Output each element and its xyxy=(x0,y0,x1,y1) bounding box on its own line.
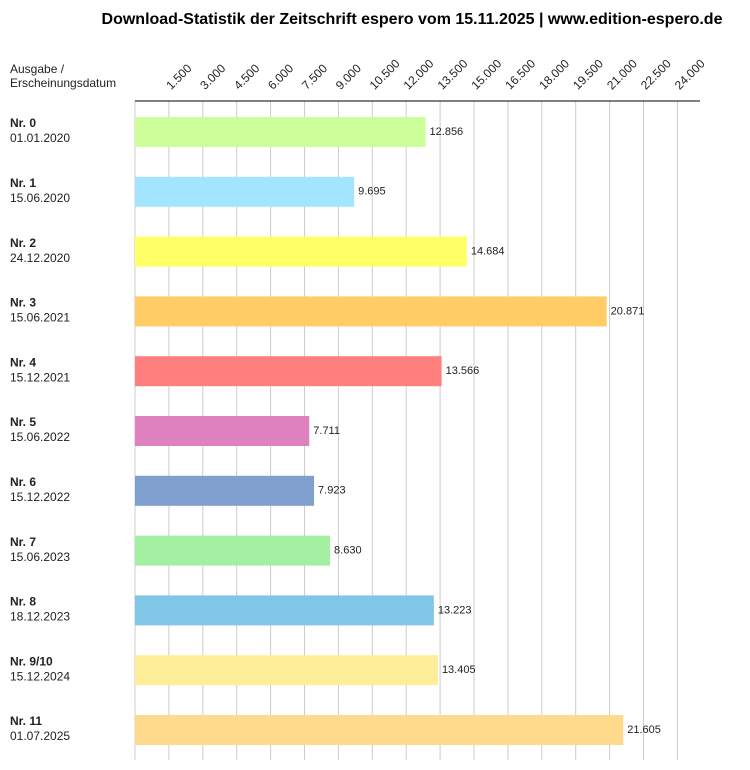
category-date: 24.12.2020 xyxy=(10,251,70,265)
value-label: 12.856 xyxy=(430,126,464,138)
x-tick-label: 6.000 xyxy=(265,61,296,92)
category-date: 15.12.2021 xyxy=(10,370,70,384)
category-label: Nr. 5 xyxy=(10,415,36,429)
category-label: Nr. 11 xyxy=(10,714,42,728)
bar xyxy=(135,416,310,446)
value-label: 8.630 xyxy=(334,545,362,557)
value-label: 7.923 xyxy=(318,485,346,497)
value-label: 13.223 xyxy=(438,604,472,616)
x-tick-label: 18.000 xyxy=(536,56,572,92)
value-label: 7.711 xyxy=(313,425,340,437)
category-label: Nr. 1 xyxy=(10,176,36,190)
x-tick-label: 3.000 xyxy=(197,61,228,92)
x-tick-label: 13.500 xyxy=(435,56,471,92)
category-label: Nr. 7 xyxy=(10,535,36,549)
category-label: Nr. 3 xyxy=(10,296,36,310)
category-label: Nr. 4 xyxy=(10,355,36,369)
bar xyxy=(135,475,315,506)
bar xyxy=(135,176,355,207)
category-label: Nr. 0 xyxy=(10,116,36,130)
chart-title: Download-Statistik der Zeitschrift esper… xyxy=(102,11,723,28)
y-axis-label: Erscheinungsdatum xyxy=(10,76,116,90)
category-label: Nr. 2 xyxy=(10,236,36,250)
category-date: 01.07.2025 xyxy=(10,729,70,743)
x-tick-label: 9.000 xyxy=(333,61,364,92)
bar xyxy=(135,655,438,686)
category-date: 15.06.2020 xyxy=(10,191,70,205)
y-axis-label: Ausgabe / xyxy=(10,62,65,76)
category-date: 15.06.2023 xyxy=(10,550,70,564)
bar xyxy=(135,296,607,327)
x-tick-label: 22.500 xyxy=(638,56,674,92)
category-label: Nr. 9/10 xyxy=(10,654,53,668)
bar xyxy=(135,117,426,147)
value-label: 13.405 xyxy=(442,664,476,676)
x-tick-label: 15.000 xyxy=(468,56,504,92)
bar xyxy=(135,715,624,745)
category-date: 01.01.2020 xyxy=(10,131,70,145)
value-label: 21.605 xyxy=(627,724,661,736)
value-label: 9.695 xyxy=(358,186,386,198)
bar xyxy=(135,356,442,387)
bar xyxy=(135,595,434,626)
x-tick-label: 19.500 xyxy=(570,56,606,92)
category-date: 15.12.2022 xyxy=(10,490,70,504)
x-tick-label: 1.500 xyxy=(163,61,194,92)
category-date: 15.12.2024 xyxy=(10,669,70,683)
category-date: 18.12.2023 xyxy=(10,610,70,624)
bar xyxy=(135,236,467,267)
x-tick-label: 16.500 xyxy=(502,56,538,92)
x-tick-label: 4.500 xyxy=(231,61,262,92)
x-tick-label: 21.000 xyxy=(604,56,640,92)
category-date: 15.06.2021 xyxy=(10,311,70,325)
value-label: 14.684 xyxy=(471,246,505,258)
value-label: 20.871 xyxy=(611,305,645,317)
category-label: Nr. 8 xyxy=(10,595,36,609)
x-tick-label: 10.500 xyxy=(367,56,403,92)
x-tick-label: 12.000 xyxy=(401,56,437,92)
x-tick-label: 7.500 xyxy=(299,61,330,92)
category-label: Nr. 6 xyxy=(10,475,36,489)
category-date: 15.06.2022 xyxy=(10,430,70,444)
bar xyxy=(135,535,331,566)
value-label: 13.566 xyxy=(446,365,480,377)
x-tick-label: 24.000 xyxy=(672,56,708,92)
